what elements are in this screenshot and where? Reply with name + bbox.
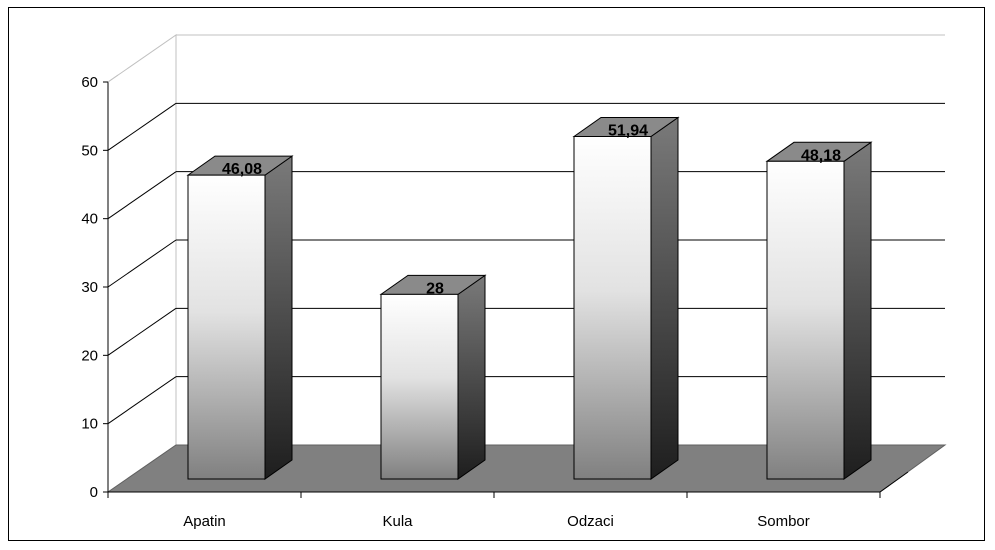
data-label: 28 bbox=[426, 280, 444, 297]
gridline-side bbox=[107, 102, 177, 151]
category-label: Odzaci bbox=[567, 513, 614, 530]
bar bbox=[573, 135, 652, 480]
bar-side bbox=[264, 155, 293, 480]
y-tick-label: 40 bbox=[81, 211, 98, 228]
category-label: Sombor bbox=[757, 513, 810, 530]
data-label: 51,94 bbox=[608, 122, 648, 139]
y-tick-label: 50 bbox=[81, 142, 98, 159]
bar-side bbox=[650, 116, 679, 480]
category-label: Apatin bbox=[183, 513, 226, 530]
bars bbox=[186, 116, 873, 480]
y-tick-label: 60 bbox=[81, 74, 98, 91]
floor-right-edge bbox=[879, 471, 909, 493]
category-label: Kula bbox=[382, 513, 413, 530]
data-label: 48,18 bbox=[801, 147, 841, 164]
labels: 46,08 Apatin 28 Kula 51,94 Odzaci 48,18 Sombor bbox=[183, 122, 841, 530]
y-tick-label: 30 bbox=[81, 279, 98, 296]
y-axis-top-edge bbox=[107, 74, 119, 83]
y-tick-label: 10 bbox=[81, 416, 98, 433]
data-label: 46,08 bbox=[222, 161, 262, 178]
bar-side bbox=[843, 141, 872, 480]
gridline-side bbox=[107, 239, 177, 288]
gridline-side bbox=[107, 376, 177, 425]
y-tick-label: 20 bbox=[81, 347, 98, 364]
bar bbox=[766, 160, 845, 480]
axes: 0 10 20 30 40 50 60 bbox=[81, 74, 881, 501]
gridline-side bbox=[107, 171, 177, 220]
bar-side bbox=[457, 274, 486, 480]
y-tick-label: 0 bbox=[90, 484, 98, 501]
bar bbox=[380, 293, 459, 480]
bar bbox=[187, 174, 266, 480]
gridline-side bbox=[107, 307, 177, 356]
